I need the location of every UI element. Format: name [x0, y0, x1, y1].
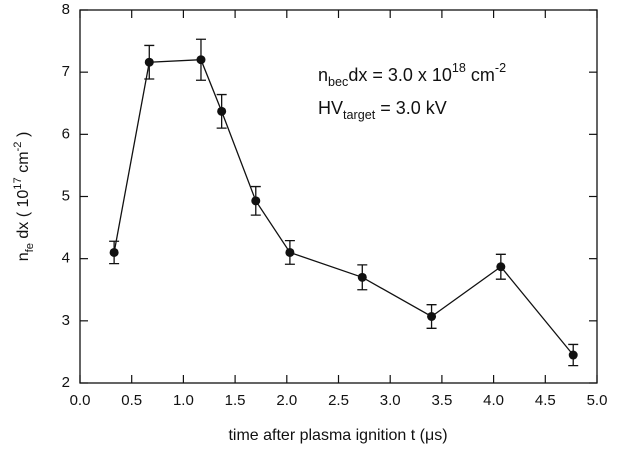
text-sub: bec: [328, 75, 348, 89]
text-part: ): [15, 132, 32, 142]
annotation: HVtarget = 3.0 kV: [318, 98, 447, 123]
x-tick-label: 5.0: [587, 392, 608, 409]
x-tick-label: 4.5: [535, 392, 556, 409]
x-axis-label: time after plasma ignition t (μs): [228, 427, 447, 444]
y-tick-label: 2: [62, 374, 70, 391]
data-point: [496, 262, 506, 272]
text-part: n: [15, 252, 32, 261]
data-point: [109, 247, 119, 257]
x-tick-label: 3.0: [380, 392, 401, 409]
data-line: [113, 59, 574, 356]
annotations: nbecdx = 3.0 x 1018 cm-2 HVtarget = 3.0 k…: [318, 61, 506, 122]
text-part: cm: [466, 65, 495, 85]
text-part: = 3.0 kV: [375, 98, 447, 118]
data-point: [427, 311, 437, 321]
text-sup: -2: [495, 61, 506, 75]
x-tick-label: 1.0: [173, 392, 194, 409]
y-tick-label: 5: [62, 187, 70, 204]
y-tick-label: 6: [62, 125, 70, 142]
x-tick-label: 0.0: [70, 392, 91, 409]
x-tick-label: 4.0: [483, 392, 504, 409]
data-point: [568, 350, 578, 360]
text-sup: 17: [12, 177, 24, 189]
data-point: [217, 106, 227, 116]
x-tick-label: 2.5: [328, 392, 349, 409]
text-part: cm: [15, 151, 32, 177]
y-tick-label: 4: [62, 250, 70, 267]
data-point: [285, 247, 295, 257]
data-point: [196, 55, 206, 65]
x-tick-label: 1.5: [225, 392, 246, 409]
annotation: nbecdx = 3.0 x 1018 cm-2: [318, 61, 506, 89]
data-point: [144, 57, 154, 67]
y-axis-label-group: nfe dx ( 1017 cm-2 ): [12, 132, 36, 262]
plot-frame: [79, 9, 598, 384]
text-sub: target: [343, 108, 376, 122]
text-part: dx ( 10: [15, 190, 32, 243]
x-tick-label: 2.0: [276, 392, 297, 409]
y-tick-label: 7: [62, 63, 70, 80]
text-sup: -2: [12, 141, 24, 151]
text-part: n: [318, 65, 328, 85]
x-tick-label: 3.5: [431, 392, 452, 409]
x-tick-label: 0.5: [121, 392, 142, 409]
data-point: [357, 272, 367, 282]
text-part: HV: [318, 98, 343, 118]
text-sub: fe: [24, 243, 36, 252]
text-part: dx = 3.0 x 10: [348, 65, 452, 85]
data-point: [251, 196, 261, 206]
y-tick-label: 8: [62, 1, 70, 18]
text-sup: 18: [452, 61, 466, 75]
y-axis-label: nfe dx ( 1017 cm-2 ): [12, 132, 36, 262]
y-tick-label: 3: [62, 312, 70, 329]
